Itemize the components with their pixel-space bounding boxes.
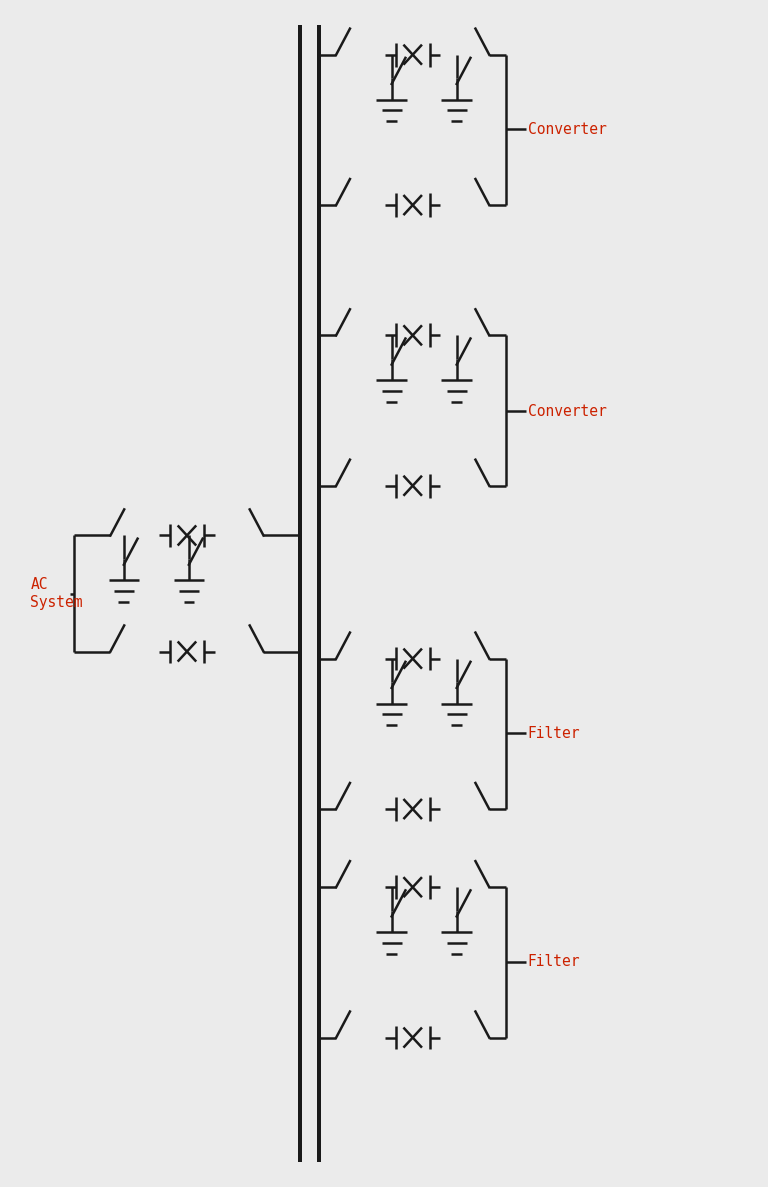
Text: Filter: Filter	[528, 954, 581, 970]
Text: AC
System: AC System	[31, 577, 83, 610]
Text: Filter: Filter	[528, 725, 581, 741]
Text: Converter: Converter	[528, 404, 607, 419]
Text: Converter: Converter	[528, 122, 607, 137]
